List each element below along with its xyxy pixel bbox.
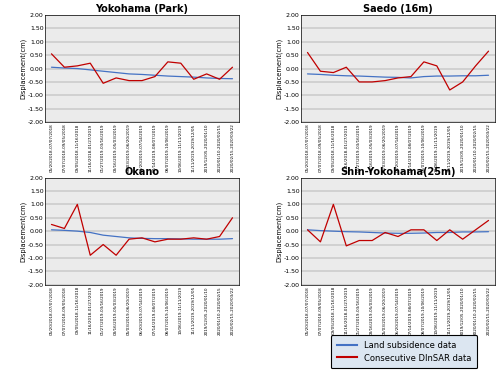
Title: Yokohama (Park): Yokohama (Park)	[96, 4, 188, 14]
Legend: Land subsidence data, Consecutive DInSAR data: Land subsidence data, Consecutive DInSAR…	[331, 336, 478, 369]
Title: Shin-Yokohama(25m): Shin-Yokohama(25m)	[340, 167, 456, 177]
Title: Saedo (16m): Saedo (16m)	[363, 4, 433, 14]
Y-axis label: Displacement(cm): Displacement(cm)	[276, 201, 282, 262]
Title: Okano: Okano	[124, 167, 160, 177]
Y-axis label: Displacement(cm): Displacement(cm)	[20, 201, 26, 262]
Y-axis label: Displacement(cm): Displacement(cm)	[276, 38, 282, 99]
Y-axis label: Displacement(cm): Displacement(cm)	[20, 38, 26, 99]
